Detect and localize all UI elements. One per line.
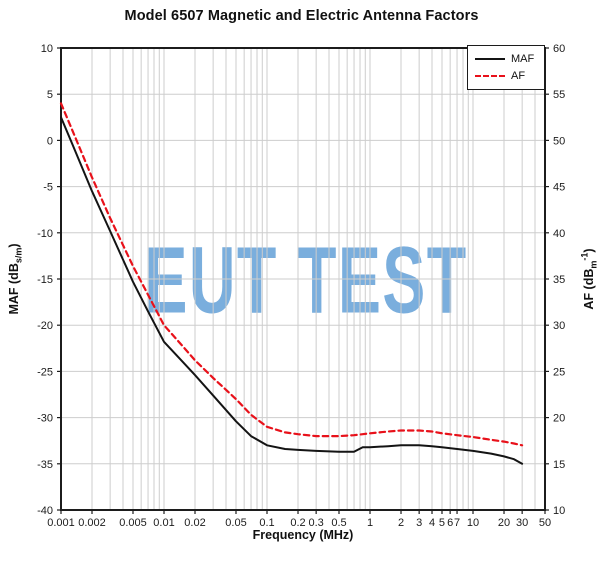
y-left-tick-label: 10 [41, 43, 53, 55]
x-tick-label: 30 [516, 517, 528, 529]
y-left-tick-label: 0 [47, 135, 53, 147]
y-right-tick-label: 20 [553, 413, 565, 425]
y-left-label-close: ) [6, 243, 21, 248]
y-right-tick-label: 10 [553, 505, 565, 517]
x-tick-label: 1 [367, 517, 373, 529]
y-right-label-sup: -1 [579, 252, 590, 261]
y-right-tick-label: 15 [553, 459, 565, 471]
x-tick-label: 0.01 [153, 517, 174, 529]
x-tick-label: 0.2 [290, 517, 305, 529]
x-tick-label: 0.05 [225, 517, 246, 529]
y-left-tick-label: -10 [37, 228, 53, 240]
x-tick-label: 6 [447, 517, 453, 529]
x-tick-label: 7 [454, 517, 460, 529]
y-right-label-sub: m [588, 260, 599, 269]
chart-title: Model 6507 Magnetic and Electric Antenna… [124, 8, 479, 24]
x-tick-label: 2 [398, 517, 404, 529]
y-left-tick-label: -5 [43, 182, 53, 194]
y-left-tick-label: 5 [47, 89, 53, 101]
tick-marks [57, 47, 549, 514]
tick-labels: 0.001 0.002 0.005 0.01 0.02 0.05 0.1 0.2 0.3 0.5 1… [37, 43, 565, 529]
y-right-tick-label: 25 [553, 366, 565, 378]
y-right-label-text: AF (dB [581, 268, 596, 310]
y-left-label-sub: s/m [13, 247, 24, 264]
x-tick-label: 0.002 [78, 517, 106, 529]
x-tick-label: 0.005 [119, 517, 147, 529]
y-right-label-close: ) [581, 248, 596, 253]
legend-item-maf: MAF [475, 53, 544, 65]
x-tick-label: 0.5 [331, 517, 346, 529]
x-tick-label: 4 [429, 517, 435, 529]
y-left-label-text: MAF (dB [6, 263, 21, 315]
x-tick-label: 50 [539, 517, 551, 529]
y-left-tick-label: -25 [37, 366, 53, 378]
legend-label-maf: MAF [511, 53, 535, 65]
y-axis-label-right: AF (dBm-1) [580, 248, 599, 309]
x-tick-label: 20 [498, 517, 510, 529]
y-right-tick-label: 45 [553, 182, 565, 194]
plot-border [60, 47, 546, 511]
y-left-tick-label: -35 [37, 459, 53, 471]
y-right-tick-label: 50 [553, 135, 565, 147]
x-axis-label: Frequency (MHz) [252, 528, 354, 542]
y-right-tick-label: 60 [553, 43, 565, 55]
y-axis-label-left: MAF (dBs/m) [7, 243, 24, 314]
legend-label-af: AF [511, 70, 526, 82]
x-tick-label: 0.001 [47, 517, 75, 529]
y-right-tick-label: 55 [553, 89, 565, 101]
x-tick-label: 5 [439, 517, 445, 529]
legend-item-af: AF [475, 70, 544, 82]
x-tick-label: 10 [467, 517, 479, 529]
af-line-sample-icon [475, 75, 505, 77]
x-tick-label: 0.1 [259, 517, 274, 529]
maf-line-sample-icon [475, 58, 505, 60]
y-right-tick-label: 40 [553, 228, 565, 240]
legend-box: MAF AF [467, 45, 545, 90]
watermark-text: EUT TEST [144, 227, 468, 334]
af-series-line [59, 102, 524, 447]
x-tick-label: 0.3 [308, 517, 323, 529]
y-right-tick-label: 35 [553, 274, 565, 286]
y-left-tick-label: -20 [37, 320, 53, 332]
y-left-tick-label: -30 [37, 413, 53, 425]
y-left-tick-label: -40 [37, 505, 53, 517]
maf-series-line [60, 116, 524, 465]
gridlines [61, 48, 545, 510]
y-right-tick-label: 30 [553, 320, 565, 332]
y-left-tick-label: -15 [37, 274, 53, 286]
x-tick-label: 0.02 [184, 517, 205, 529]
x-tick-label: 3 [416, 517, 422, 529]
